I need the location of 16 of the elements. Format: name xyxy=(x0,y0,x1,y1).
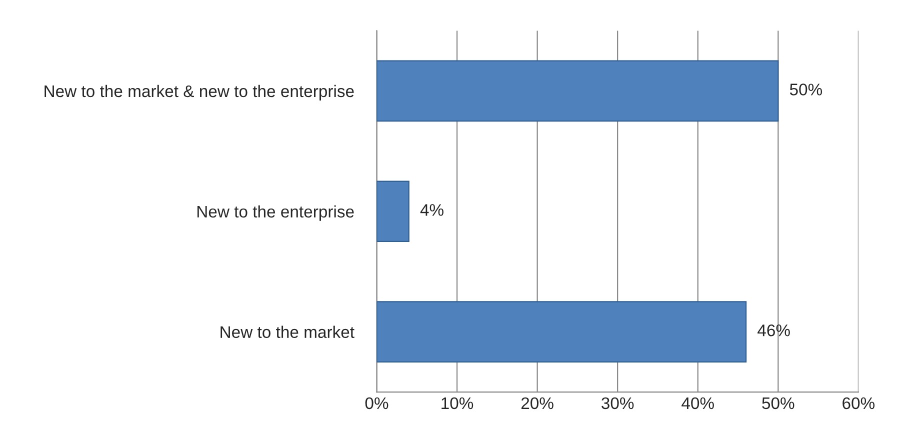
data-label: 4% xyxy=(420,204,444,216)
data-label: 50% xyxy=(790,84,822,96)
bar xyxy=(376,60,779,122)
x-tick-label: 50% xyxy=(762,397,794,410)
x-tick-label: 40% xyxy=(682,397,714,410)
bar xyxy=(376,180,410,242)
bar xyxy=(376,301,747,362)
x-tick-label: 20% xyxy=(521,397,554,410)
x-tick-label: 10% xyxy=(442,397,474,410)
x-tick-label: 0% xyxy=(365,397,388,410)
x-tick-label: 30% xyxy=(602,397,634,410)
x-tick-label: 60% xyxy=(842,397,875,410)
y-tick-label: New to the market xyxy=(220,326,354,338)
y-tick-label: New to the market & new to the enterprise xyxy=(44,84,354,100)
data-label: 46% xyxy=(758,324,790,336)
y-tick-label: New to the enterprise xyxy=(197,205,354,221)
